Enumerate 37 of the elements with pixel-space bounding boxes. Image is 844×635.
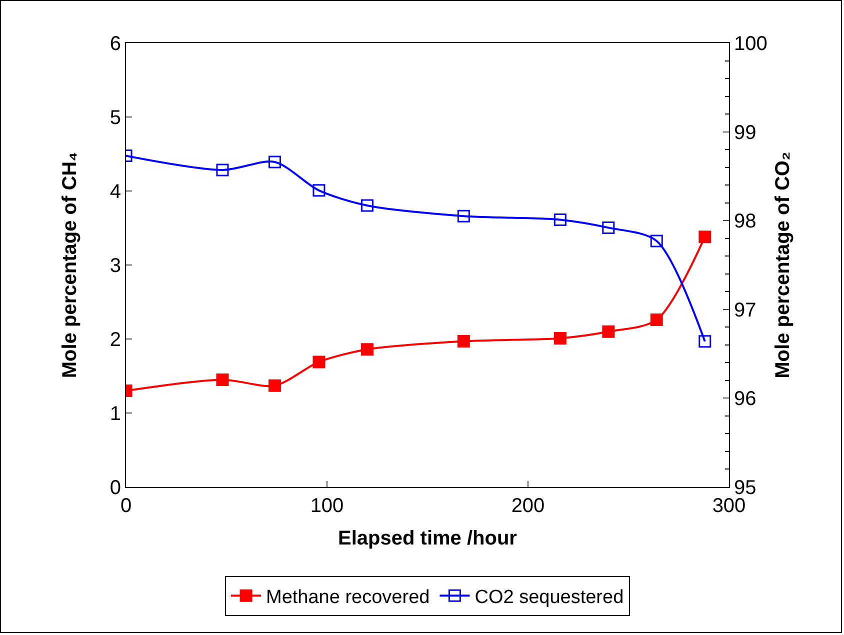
y-tick-label: 4 xyxy=(110,181,121,203)
y2-tick-label: 98 xyxy=(734,210,756,233)
point xyxy=(216,373,229,386)
point xyxy=(698,335,712,348)
point xyxy=(457,210,470,222)
point xyxy=(360,343,374,356)
point xyxy=(554,332,566,345)
x-tick-label: 100 xyxy=(310,495,344,517)
point xyxy=(698,230,712,244)
y-tick-label: 6 xyxy=(110,33,121,55)
point xyxy=(268,156,281,168)
y-tick-label: 0 xyxy=(110,477,121,499)
y-axis-title: Mole percentage of CH₄ xyxy=(59,152,81,378)
legend-label: Methane recovered xyxy=(266,587,430,608)
y2-tick-label: 96 xyxy=(734,388,756,410)
point xyxy=(312,184,326,197)
point xyxy=(650,234,663,248)
point xyxy=(554,213,566,226)
point xyxy=(457,334,470,348)
point xyxy=(602,221,615,234)
legend-label: CO2 sequestered xyxy=(474,587,624,608)
y2-axis-title: Mole percentage of CO₂ xyxy=(772,152,794,378)
y-tick-label: 1 xyxy=(110,403,121,425)
point xyxy=(312,356,326,368)
point xyxy=(650,314,663,326)
x-axis-title: Elapsed time /hour xyxy=(338,528,518,550)
point xyxy=(268,379,281,392)
y2-tick-label: 100 xyxy=(734,33,768,55)
y2-tick-label: 97 xyxy=(734,299,756,322)
point xyxy=(360,199,374,212)
point xyxy=(602,325,615,338)
point xyxy=(216,164,229,176)
x-tick-label: 200 xyxy=(511,495,545,517)
y2-tick-label: 99 xyxy=(734,122,756,144)
y-tick-label: 2 xyxy=(110,329,121,351)
y-tick-label: 5 xyxy=(110,107,121,129)
y-tick-label: 3 xyxy=(110,255,121,277)
